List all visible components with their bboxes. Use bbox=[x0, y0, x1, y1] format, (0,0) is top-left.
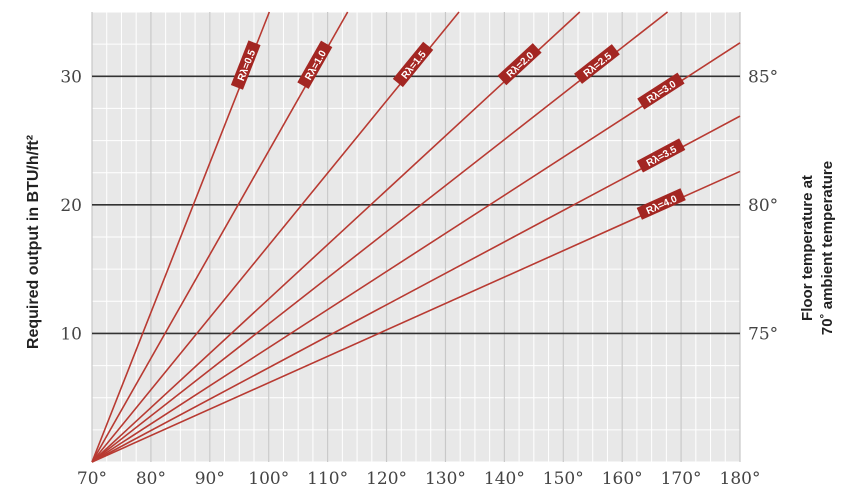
series-line bbox=[91, 42, 741, 463]
series-label-box bbox=[636, 138, 686, 173]
y-axis-label: Required output in BTU/h/ft² bbox=[25, 135, 42, 349]
series-label-box bbox=[574, 44, 620, 84]
x-tick-label: 90° bbox=[195, 469, 225, 489]
x-tick-label: 110° bbox=[307, 469, 348, 489]
x-tick-label: 140° bbox=[484, 469, 525, 489]
y2-tick-label: 80° bbox=[748, 196, 778, 216]
series-label-box bbox=[297, 40, 333, 89]
x-tick-label: 150° bbox=[543, 469, 584, 489]
y-axis-ticks: 10 20 30 bbox=[60, 67, 82, 344]
series-label-box bbox=[497, 43, 542, 86]
series-lines bbox=[91, 11, 741, 463]
x-tick-label: 130° bbox=[425, 469, 466, 489]
y-tick-label: 30 bbox=[60, 67, 82, 87]
series-line bbox=[91, 11, 349, 463]
series-line bbox=[91, 115, 741, 463]
x-tick-label: 160° bbox=[602, 469, 643, 489]
major-grid bbox=[91, 12, 741, 462]
x-tick-label: 100° bbox=[248, 469, 289, 489]
x-axis-ticks: 70° 80° 90° 100° 110° 120° 130° 140° 150° 160° 170… bbox=[77, 469, 761, 489]
x-tick-label: 120° bbox=[366, 469, 407, 489]
series-line bbox=[91, 11, 581, 463]
series-label-box bbox=[392, 41, 434, 88]
series-label-box bbox=[637, 72, 685, 110]
x-tick-label: 70° bbox=[77, 469, 107, 489]
y2-axis-label-line2: 70˚ ambient temperature bbox=[819, 161, 836, 335]
series-label-box bbox=[230, 40, 261, 90]
y-tick-label: 20 bbox=[60, 196, 82, 216]
x-tick-label: 180° bbox=[720, 469, 761, 489]
y2-axis-label-line1: Floor temperature at bbox=[799, 175, 816, 321]
y2-tick-label: 85° bbox=[748, 67, 778, 87]
series-line bbox=[91, 170, 741, 463]
x-tick-label: 80° bbox=[136, 469, 166, 489]
y-tick-label: 10 bbox=[60, 324, 82, 344]
series-label-box bbox=[636, 188, 686, 220]
y2-axis-ticks: 75° 80° 85° bbox=[748, 67, 778, 344]
x-tick-label: 170° bbox=[661, 469, 702, 489]
y2-tick-label: 75° bbox=[748, 324, 778, 344]
series-line bbox=[91, 11, 460, 463]
series-line bbox=[91, 11, 669, 463]
